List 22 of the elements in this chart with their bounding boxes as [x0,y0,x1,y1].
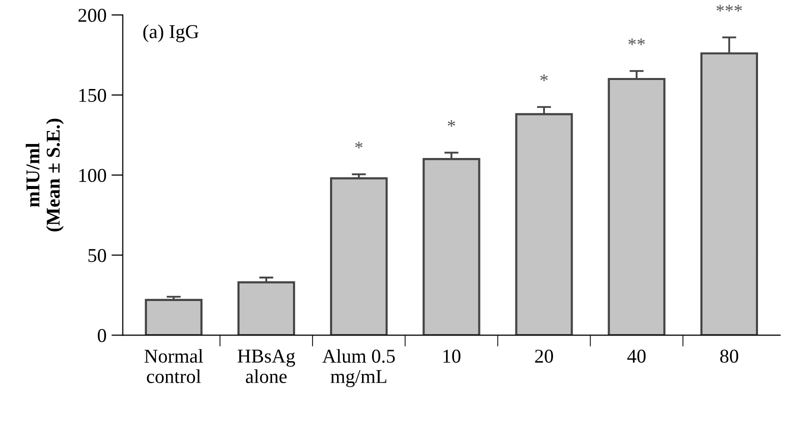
bar [144,298,203,336]
data-label: * [448,120,456,127]
x-tick-label: Normal control [144,349,203,384]
data-label: ** [628,38,645,46]
bar [330,177,388,336]
y-tick-label: 200 [78,8,106,22]
x-tick-label: 80 [720,350,738,363]
x-tick-label: 20 [535,350,554,363]
x-tick-label: 10 [443,350,460,363]
y-tick-label: 50 [88,248,106,262]
y-tick-label: 150 [79,88,106,102]
data-label: *** [716,4,742,12]
data-label: * [540,74,548,82]
data-label: * [355,142,363,148]
y-axis-title: mIU/ml (Mean ± S.E.) [26,118,64,232]
y-tick-label: 100 [79,168,106,182]
x-tick-label: HBsAg alone [238,350,296,384]
chart-title: (a) IgG [143,24,199,42]
y-tick-label: 0 [98,329,106,342]
bar [237,281,296,336]
x-tick-label: 40 [627,350,646,363]
x-tick-label: Alum 0.5 mg/mL [322,349,395,388]
